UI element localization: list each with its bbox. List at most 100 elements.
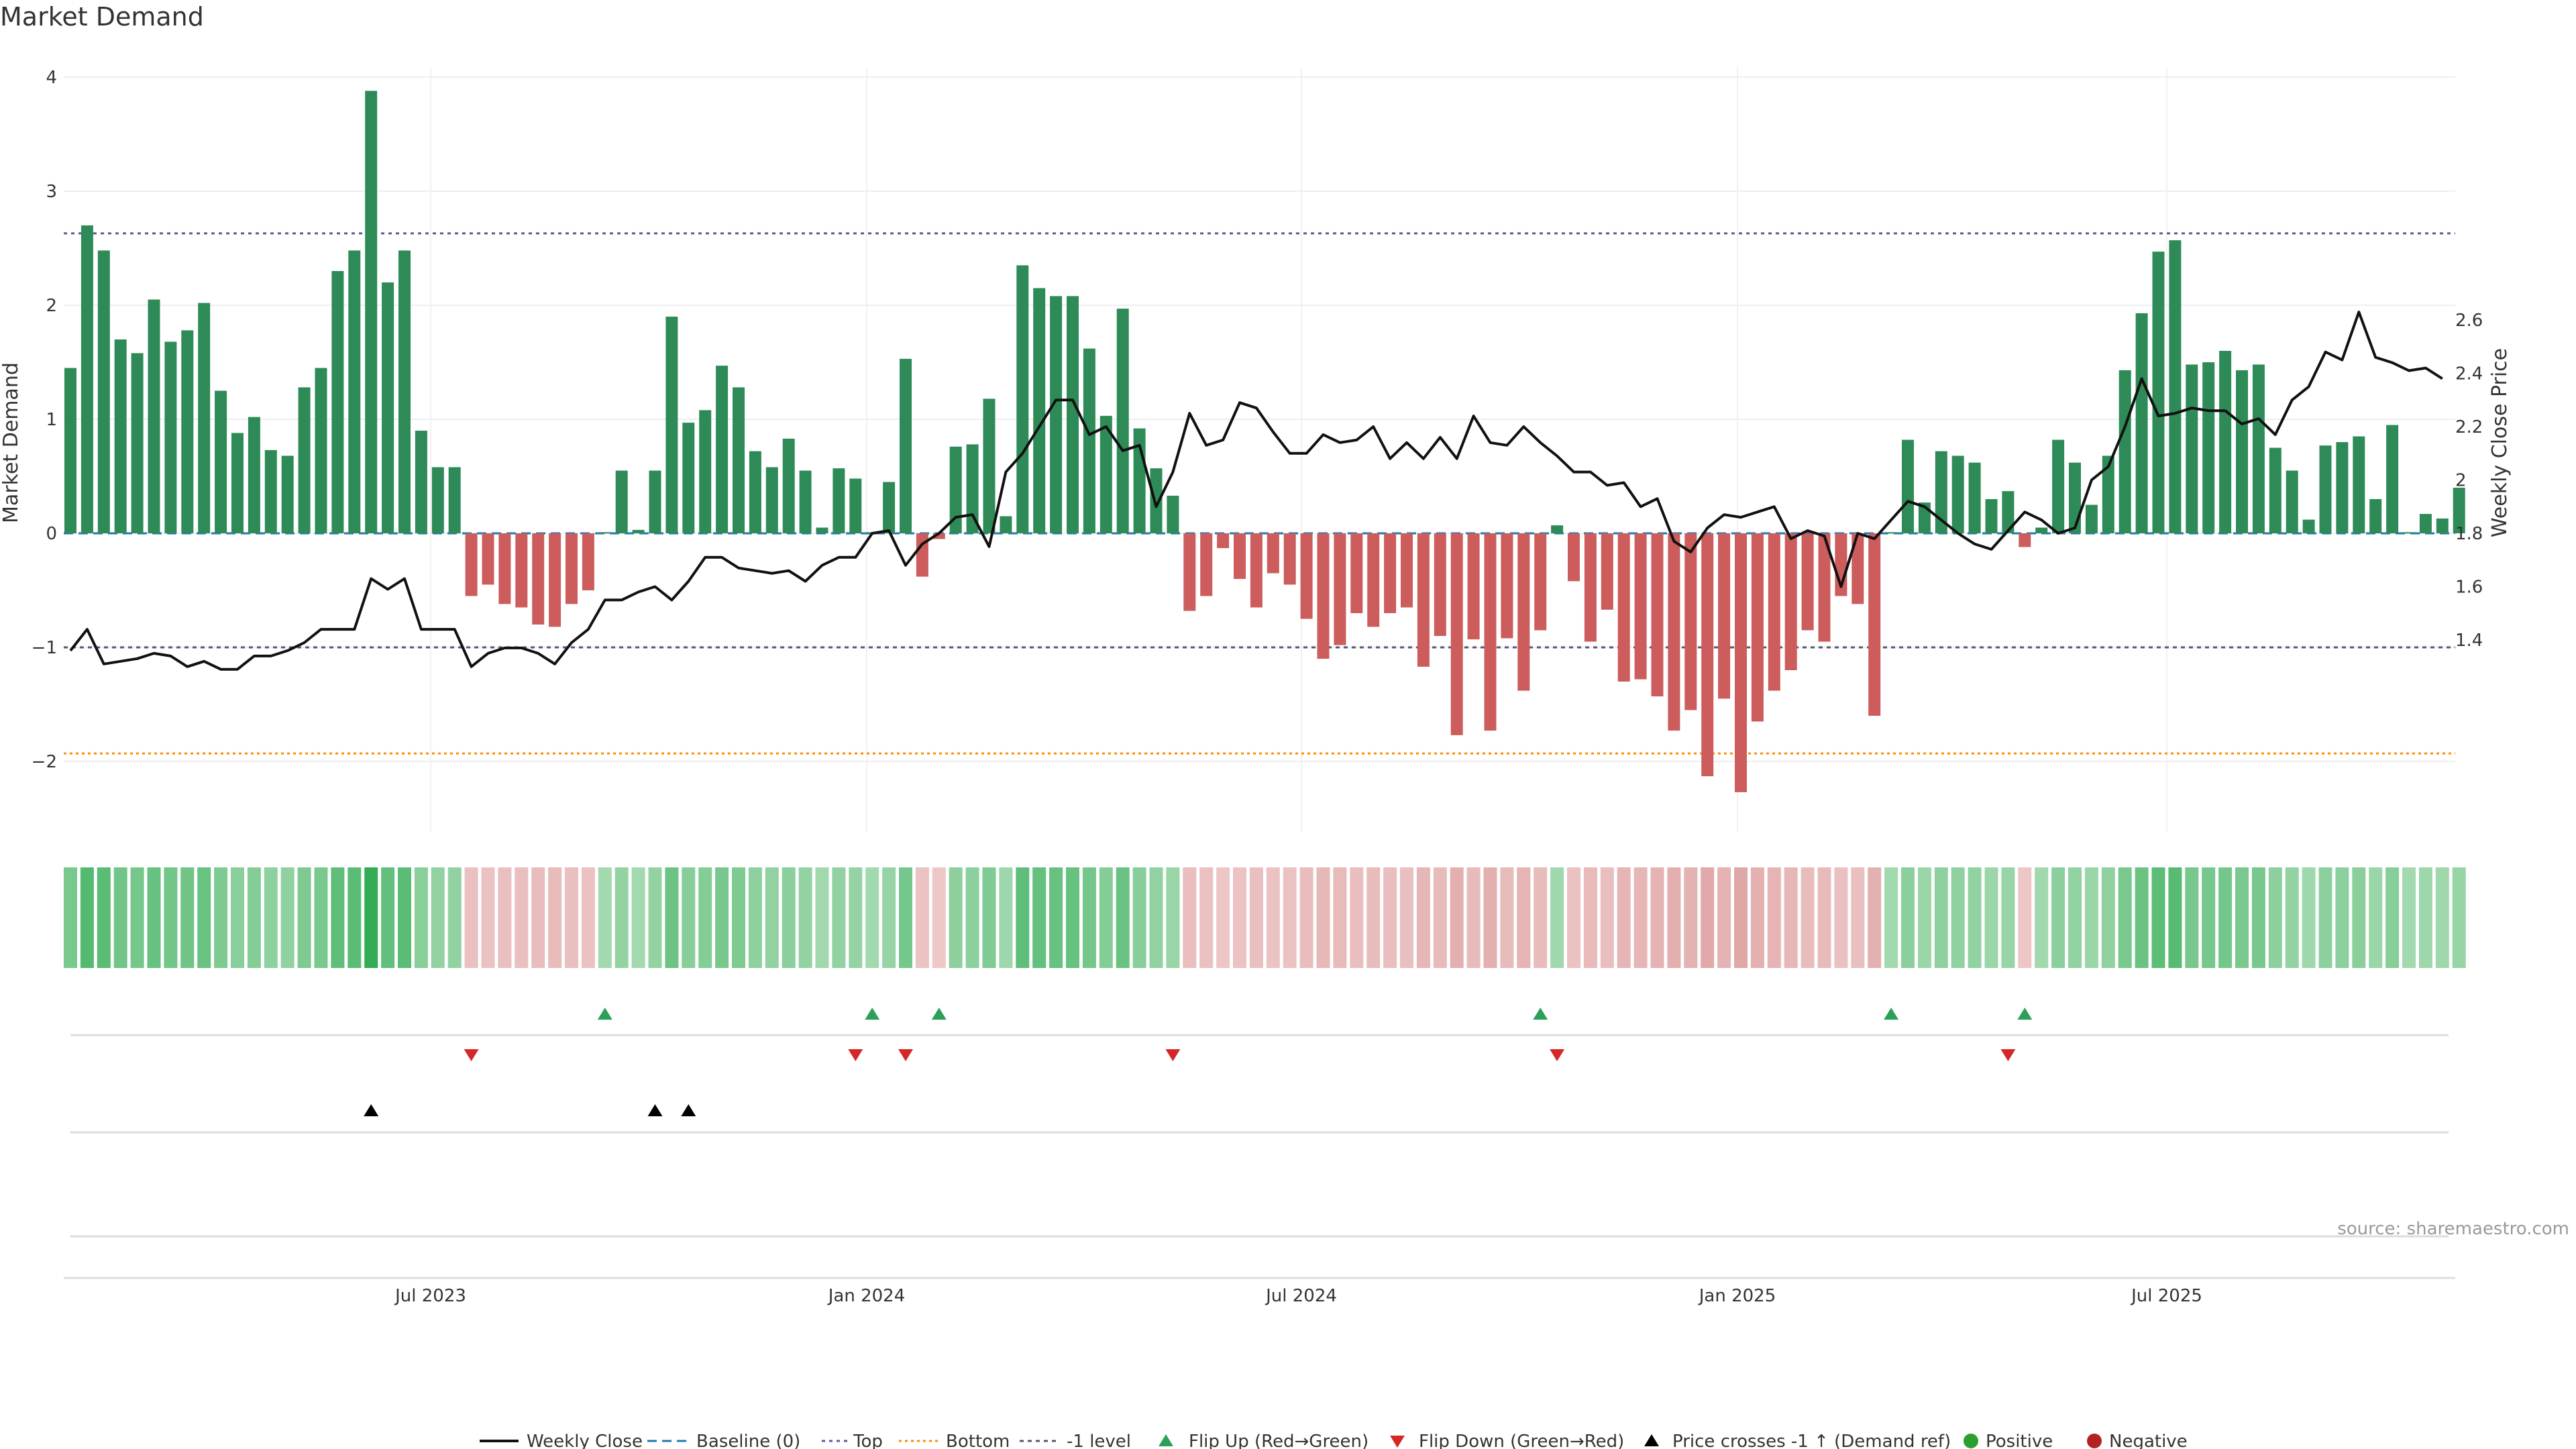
- heat-cell: [1400, 867, 1413, 968]
- demand-bar: [1150, 468, 1163, 533]
- demand-bar: [1350, 533, 1363, 613]
- demand-bar: [566, 533, 578, 604]
- flip-down-marker: [464, 1049, 479, 1061]
- demand-bar: [2453, 488, 2465, 533]
- demand-bar: [114, 339, 127, 533]
- demand-bar: [2419, 514, 2432, 533]
- heat-cell: [1567, 867, 1580, 968]
- heat-cell: [130, 867, 144, 968]
- demand-bar: [966, 444, 979, 533]
- demand-bar: [665, 317, 678, 533]
- demand-bar: [1167, 495, 1179, 533]
- heat-cell: [2435, 867, 2449, 968]
- weekly-close-line-group: [69, 311, 2443, 671]
- demand-bar: [615, 470, 628, 533]
- demand-bar: [1684, 533, 1697, 710]
- demand-bar: [632, 529, 645, 533]
- heat-cell: [1734, 867, 1748, 968]
- x-tick-label: Jul 2024: [1265, 1286, 1337, 1306]
- heat-cell: [347, 867, 362, 968]
- heat-cell: [732, 867, 745, 968]
- heat-cell: [1183, 867, 1197, 968]
- legend: Weekly Close Baseline (0) Top Bottom -1 leve…: [480, 1432, 2188, 1449]
- heat-cell: [1951, 867, 1965, 968]
- demand-bar: [2353, 436, 2365, 533]
- legend-label: Flip Up (Red→Green): [1189, 1432, 1368, 1449]
- demand-bar: [2436, 518, 2449, 533]
- heat-cell: [297, 867, 311, 968]
- heat-cell: [865, 867, 879, 968]
- demand-bar: [1317, 533, 1330, 659]
- demand-bar: [1968, 462, 1981, 533]
- demand-bar: [181, 330, 194, 533]
- demand-bar: [1200, 533, 1213, 596]
- heat-cell: [531, 867, 545, 968]
- heat-cell: [1166, 867, 1180, 968]
- demand-bars: [64, 91, 2465, 792]
- heat-cell: [2168, 867, 2182, 968]
- demand-bar: [2102, 455, 2114, 533]
- heat-cell: [598, 867, 612, 968]
- heat-cell: [2151, 867, 2165, 968]
- demand-bar: [97, 250, 110, 533]
- demand-bar: [298, 387, 311, 533]
- demand-bar: [1768, 533, 1780, 691]
- heat-cell: [247, 867, 261, 968]
- demand-bar: [148, 299, 160, 533]
- heat-cell: [1383, 867, 1397, 968]
- heat-cell: [1249, 867, 1263, 968]
- demand-bar: [1467, 533, 1480, 640]
- demand-bar: [949, 446, 962, 533]
- flip-down-marker: [1165, 1049, 1181, 1061]
- heat-cell: [698, 867, 712, 968]
- demand-bar: [1000, 516, 1012, 533]
- heat-cell: [1483, 867, 1497, 968]
- heat-cell: [2068, 867, 2082, 968]
- demand-bar: [1601, 533, 1613, 610]
- demand-bar: [2336, 442, 2349, 533]
- heat-cell: [2452, 867, 2466, 968]
- x-tick-label: Jan 2024: [827, 1286, 906, 1306]
- price-cross-marker: [364, 1104, 379, 1116]
- demand-bar: [782, 438, 795, 533]
- y2-tick-label: 1.8: [2455, 524, 2483, 544]
- demand-bar: [465, 533, 478, 596]
- heat-cell: [932, 867, 946, 968]
- heat-cell: [2302, 867, 2316, 968]
- heat-cell: [2268, 867, 2282, 968]
- heat-cell: [2418, 867, 2432, 968]
- y-axis-title: Market Demand: [0, 362, 23, 523]
- demand-bar: [1401, 533, 1413, 608]
- x-axis: Jul 2023 Jan 2024 Jul 2024 Jan 2025 Jul 2025: [394, 1286, 2202, 1306]
- y-tick-label: −2: [32, 752, 57, 772]
- demand-bar: [1617, 533, 1630, 682]
- heat-cell: [2185, 867, 2199, 968]
- heat-cell: [364, 867, 378, 968]
- y2-tick-label: 1.6: [2455, 578, 2483, 598]
- heat-cell: [1350, 867, 1364, 968]
- demand-bar: [1784, 533, 1797, 670]
- demand-bar: [1484, 533, 1497, 731]
- flip-down-marker: [2000, 1049, 2016, 1061]
- heat-cell: [1032, 867, 1046, 968]
- demand-bar: [131, 353, 144, 533]
- demand-bar: [1099, 415, 1112, 533]
- legend-label: Negative: [2109, 1432, 2188, 1449]
- heat-cell: [1099, 867, 1113, 968]
- legend-positive-dot-icon: [1964, 1434, 1978, 1448]
- heat-cell: [1583, 867, 1597, 968]
- heat-cell: [164, 867, 178, 968]
- demand-bar: [1083, 348, 1095, 533]
- demand-bar: [264, 449, 277, 533]
- heat-cell: [965, 867, 979, 968]
- chart-title: Market Demand: [0, 2, 204, 32]
- heat-cell: [464, 867, 478, 968]
- heat-cell: [2402, 867, 2416, 968]
- heat-cell: [815, 867, 829, 968]
- heat-cell: [398, 867, 411, 968]
- demand-bar: [932, 533, 945, 539]
- demand-bar: [2085, 504, 2098, 533]
- heat-cell: [2101, 867, 2115, 968]
- heat-cell: [231, 867, 244, 968]
